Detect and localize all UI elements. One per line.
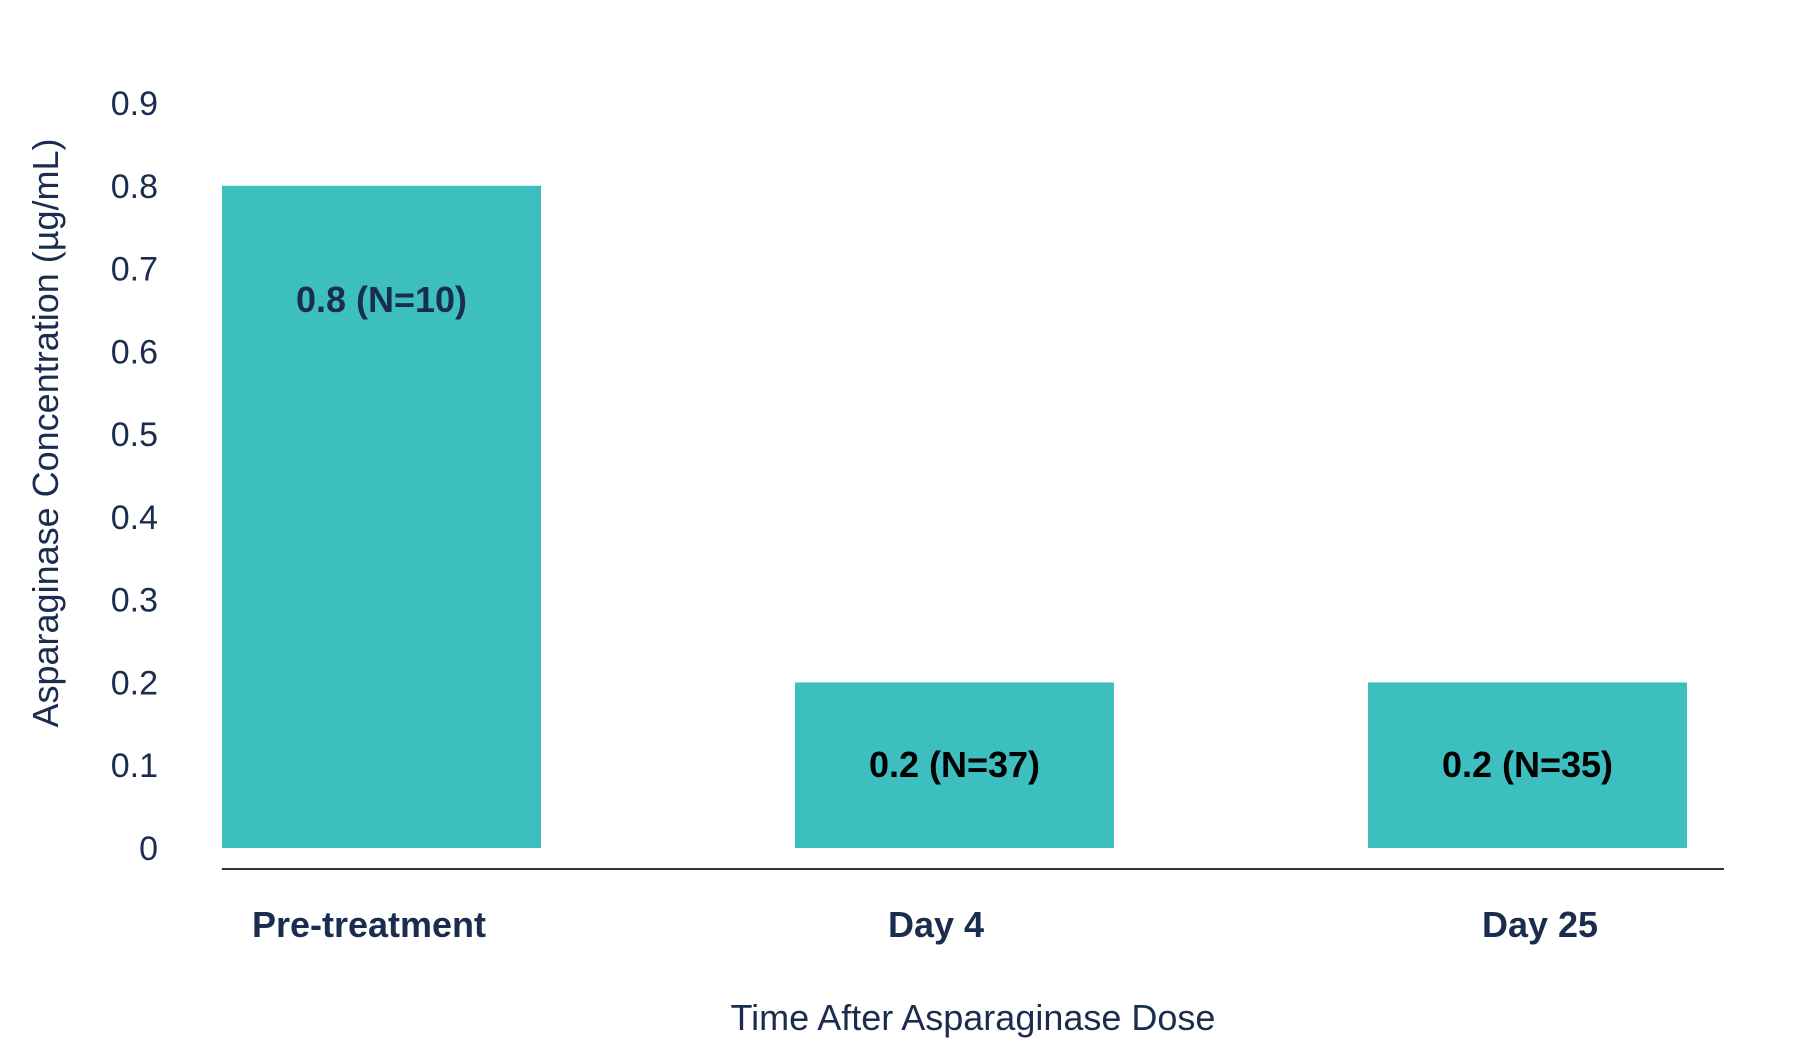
x-category-label: Pre-treatment [252,904,486,945]
bar [222,185,541,848]
y-tick-label: 0.7 [111,251,158,289]
y-tick-label: 0.2 [111,664,158,702]
y-tick-label: 0 [139,830,158,868]
y-tick-label: 0.6 [111,333,158,371]
bars [222,185,1687,848]
y-axis-title: Asparaginase Concentration (µg/mL) [25,138,66,727]
x-axis-categories: Pre-treatment Day 4 Day 25 [252,904,1598,945]
bar-data-label: 0.8 (N=10) [296,279,467,320]
x-axis-title: Time After Asparaginase Dose [731,997,1216,1038]
y-tick-label: 0.9 [111,85,158,123]
y-tick-label: 0.8 [111,168,158,206]
y-tick-label: 0.3 [111,582,158,620]
bar-data-labels: 0.8 (N=10) 0.2 (N=37) 0.2 (N=35) [296,279,1613,785]
y-axis-ticks: 0 0.1 0.2 0.3 0.4 0.5 0.6 0.7 0.8 0.9 [111,85,158,868]
bar [1368,682,1687,848]
y-tick-label: 0.1 [111,747,158,785]
bar-data-label: 0.2 (N=37) [869,744,1040,785]
y-tick-label: 0.4 [111,499,158,537]
y-tick-label: 0.5 [111,416,158,454]
bar [795,682,1114,848]
bar-data-label: 0.2 (N=35) [1442,744,1613,785]
x-category-label: Day 4 [888,904,984,945]
x-category-label: Day 25 [1482,904,1598,945]
